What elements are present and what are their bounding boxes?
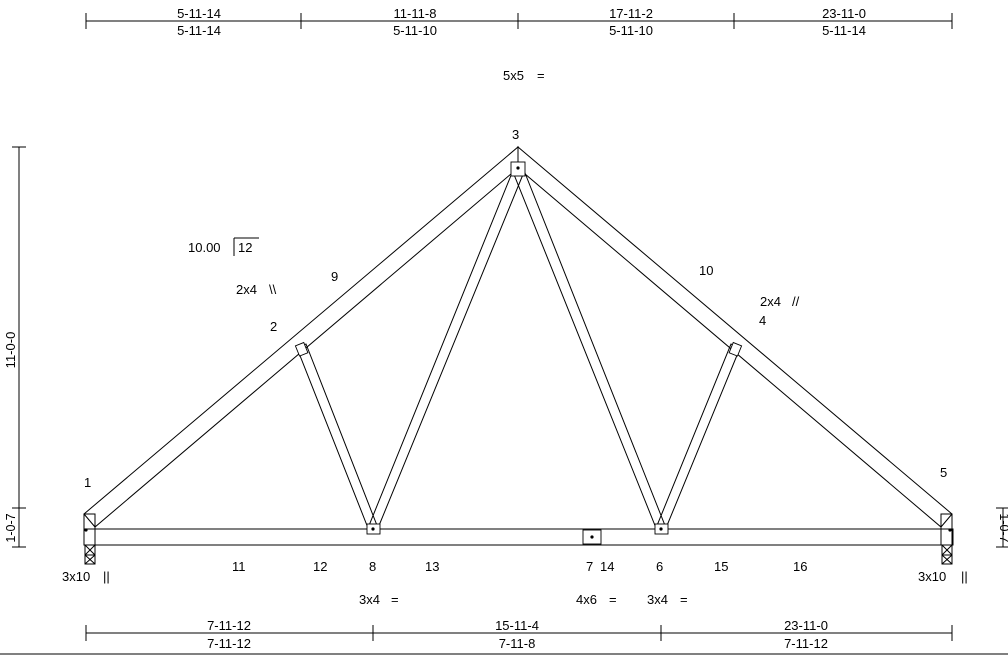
top-dimension-bar: 5-11-14 11-11-8 17-11-2 23-11-0 5-11-14 … — [85, 6, 953, 38]
right-web-plate-symbol: // — [792, 294, 800, 309]
web-2-8 — [296, 343, 379, 529]
top-chord-right — [517, 145, 953, 528]
joint-8-label: 8 — [369, 559, 376, 574]
right-heel-plate-size: 3x10 — [918, 569, 946, 584]
right-height-dimension: 1-0-7 — [996, 507, 1008, 548]
joint-7-label: 7 — [586, 559, 593, 574]
left-heel-plate-size: 3x10 — [62, 569, 90, 584]
left-web-plate — [294, 341, 309, 357]
member-12-label: 12 — [313, 559, 327, 574]
height-dimension: 11-0-0 1-0-7 — [3, 146, 26, 548]
joint-6-label: 6 — [656, 559, 663, 574]
top-chord-left — [83, 145, 519, 528]
member-14-label: 14 — [600, 559, 614, 574]
left-heel-height-label: 1-0-7 — [4, 513, 18, 542]
joint-4-label: 4 — [759, 313, 766, 328]
pitch-run: 12 — [238, 240, 252, 255]
top-cumulative-1: 5-11-14 — [177, 6, 221, 21]
top-segment-3: 5-11-10 — [609, 23, 653, 38]
left-web-plate-symbol: \\ — [269, 282, 277, 297]
joint-8-plate-size: 3x4 — [359, 592, 380, 607]
top-segment-2: 5-11-10 — [393, 23, 437, 38]
right-heel-plate-symbol: || — [961, 569, 968, 584]
plates — [84, 161, 952, 545]
right-bearing — [941, 544, 953, 565]
left-web-plate-size: 2x4 — [236, 282, 257, 297]
left-heel-plate-symbol: || — [103, 569, 110, 584]
member-numbers: 9 10 11 12 13 14 15 16 — [232, 263, 807, 574]
joint-6-plate-size: 3x4 — [647, 592, 668, 607]
top-segment-4: 5-11-14 — [822, 23, 866, 38]
member-11-label: 11 — [232, 559, 246, 574]
web-8-3 — [367, 167, 525, 529]
top-segment-1: 5-11-14 — [177, 23, 221, 38]
web-members — [296, 167, 741, 529]
joint-5-label: 5 — [940, 465, 947, 480]
web-6-4 — [655, 343, 741, 529]
member-15-label: 15 — [714, 559, 728, 574]
member-10-label: 10 — [699, 263, 713, 278]
right-web-plate-size: 2x4 — [760, 294, 781, 309]
joint-6-plate-symbol: = — [680, 592, 688, 607]
top-cumulative-3: 17-11-2 — [609, 6, 653, 21]
joint-7-plate-size: 4x6 — [576, 592, 597, 607]
peak-plate-size: 5x5 — [503, 68, 524, 83]
bottom-segment-2: 7-11-8 — [499, 636, 536, 651]
web-3-6 — [512, 167, 667, 529]
bottom-segment-3: 7-11-12 — [784, 636, 828, 651]
pitch-rise: 10.00 — [188, 240, 221, 255]
overall-height-label: 11-0-0 — [3, 332, 18, 369]
top-cumulative-4: 23-11-0 — [822, 6, 866, 21]
top-cumulative-2: 11-11-8 — [394, 6, 437, 21]
pitch-symbol: 10.00 12 — [188, 237, 259, 256]
right-web-plate — [728, 341, 743, 357]
bottom-chord — [83, 528, 954, 546]
joint-7-plate-symbol: = — [609, 592, 617, 607]
joint-3-label: 3 — [512, 127, 519, 142]
bottom-cumulative-2: 15-11-4 — [495, 618, 539, 633]
joint-2-label: 2 — [270, 319, 277, 334]
joint-8-plate-symbol: = — [391, 592, 399, 607]
bottom-cumulative-3: 23-11-0 — [784, 618, 828, 633]
member-9-label: 9 — [331, 269, 338, 284]
plate-labels: 5x5 = 2x4 \\ 2x4 // 3x10 || 3x10 || 3x4 … — [62, 68, 968, 607]
bottom-cumulative-1: 7-11-12 — [207, 618, 251, 633]
member-16-label: 16 — [793, 559, 807, 574]
joint-1-label: 1 — [84, 475, 91, 490]
joint-numbers: 1 2 3 4 5 6 7 8 — [84, 127, 947, 574]
peak-plate-symbol: = — [537, 68, 545, 83]
bottom-dimension-bar: 7-11-12 15-11-4 23-11-0 7-11-12 7-11-8 7… — [85, 618, 953, 651]
bottom-segment-1: 7-11-12 — [207, 636, 251, 651]
right-heel-height-label: 1-0-7 — [997, 513, 1008, 542]
left-bearing — [84, 544, 96, 565]
member-13-label: 13 — [425, 559, 439, 574]
